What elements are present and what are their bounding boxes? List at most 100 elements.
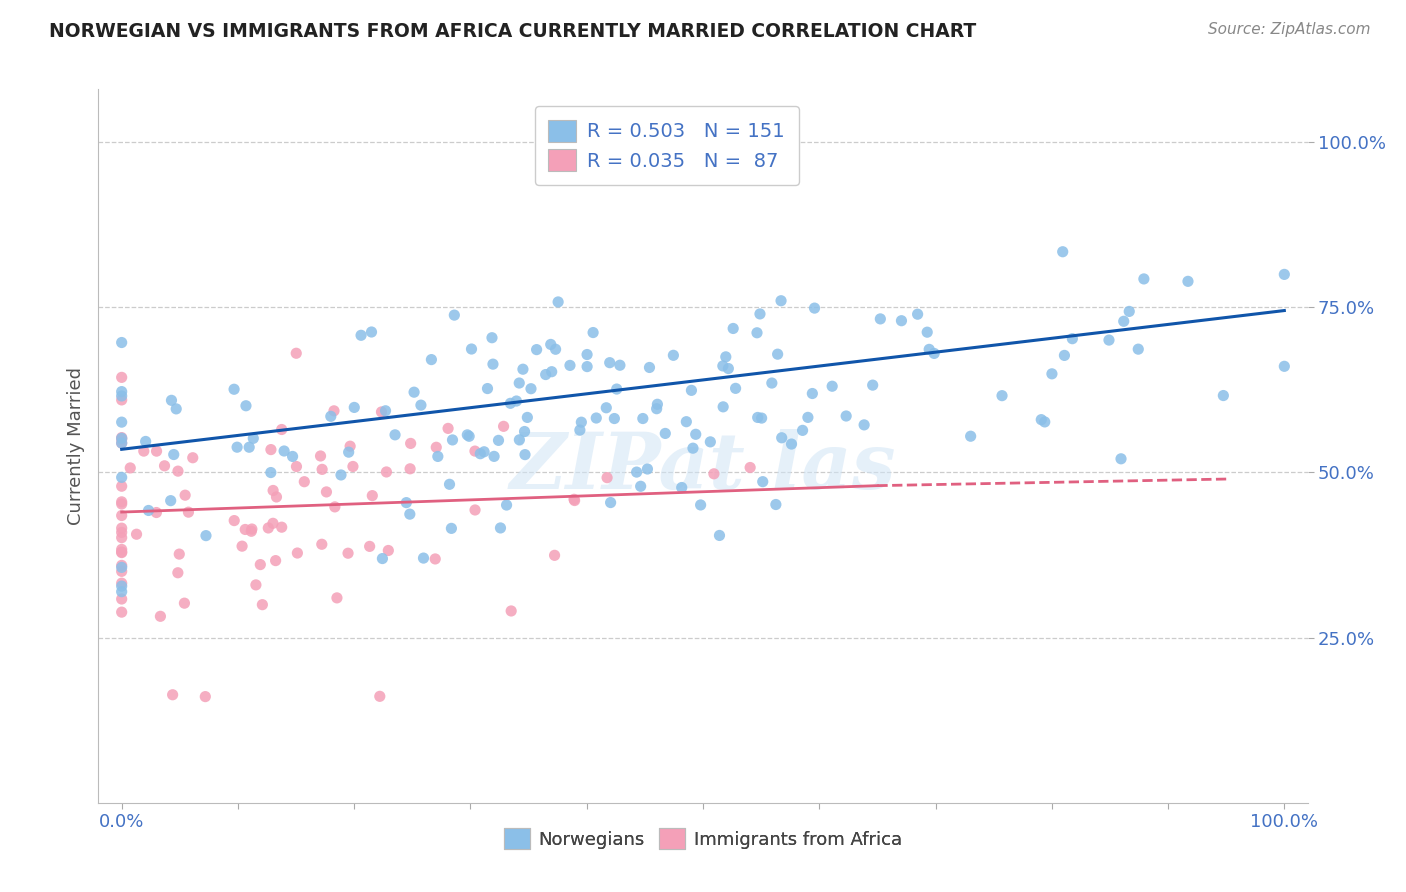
Point bbox=[412, 551, 434, 566]
Point bbox=[585, 411, 607, 425]
Point bbox=[398, 507, 420, 521]
Point bbox=[1031, 412, 1053, 426]
Point bbox=[569, 415, 592, 429]
Point bbox=[111, 584, 134, 599]
Point bbox=[167, 464, 190, 478]
Point bbox=[751, 411, 773, 425]
Point bbox=[323, 404, 346, 418]
Point bbox=[603, 411, 626, 425]
Point bbox=[315, 484, 337, 499]
Text: ZIPat las: ZIPat las bbox=[510, 429, 896, 506]
Point bbox=[343, 401, 366, 415]
Point bbox=[645, 401, 668, 416]
Point bbox=[337, 445, 360, 459]
Text: Source: ZipAtlas.com: Source: ZipAtlas.com bbox=[1208, 22, 1371, 37]
Point bbox=[224, 514, 246, 528]
Point bbox=[675, 415, 697, 429]
Text: NORWEGIAN VS IMMIGRANTS FROM AFRICA CURRENTLY MARRIED CORRELATION CHART: NORWEGIAN VS IMMIGRANTS FROM AFRICA CURR… bbox=[49, 22, 976, 41]
Point bbox=[512, 362, 534, 376]
Point bbox=[111, 436, 134, 450]
Point bbox=[508, 376, 530, 390]
Point bbox=[177, 505, 200, 519]
Point bbox=[145, 444, 167, 458]
Point bbox=[361, 489, 384, 503]
Point bbox=[342, 459, 364, 474]
Point bbox=[111, 415, 134, 429]
Point bbox=[437, 421, 460, 435]
Point bbox=[125, 527, 148, 541]
Point bbox=[420, 352, 443, 367]
Point bbox=[439, 477, 461, 491]
Point bbox=[330, 467, 353, 482]
Point bbox=[724, 381, 747, 395]
Point bbox=[233, 523, 256, 537]
Point bbox=[606, 382, 628, 396]
Point bbox=[907, 307, 929, 321]
Point bbox=[681, 384, 703, 398]
Point bbox=[513, 425, 536, 439]
Point bbox=[111, 432, 134, 446]
Point bbox=[482, 450, 505, 464]
Point bbox=[481, 331, 503, 345]
Point bbox=[287, 546, 309, 560]
Point bbox=[257, 521, 280, 535]
Point bbox=[319, 409, 342, 424]
Point bbox=[714, 350, 737, 364]
Point bbox=[516, 410, 538, 425]
Point bbox=[399, 462, 422, 476]
Point bbox=[270, 423, 292, 437]
Point bbox=[918, 343, 941, 357]
Point bbox=[240, 522, 263, 536]
Point bbox=[770, 293, 793, 308]
Point bbox=[111, 542, 134, 557]
Point bbox=[547, 295, 569, 310]
Point bbox=[384, 427, 406, 442]
Point bbox=[540, 337, 562, 351]
Point bbox=[564, 493, 586, 508]
Point bbox=[488, 434, 510, 448]
Point bbox=[740, 460, 762, 475]
Point bbox=[1212, 388, 1234, 402]
Point bbox=[576, 359, 599, 374]
Point bbox=[501, 604, 523, 618]
Point bbox=[111, 531, 134, 545]
Point bbox=[311, 462, 333, 476]
Point bbox=[194, 528, 217, 542]
Point bbox=[409, 398, 432, 412]
Point bbox=[370, 405, 392, 419]
Point bbox=[167, 566, 190, 580]
Point bbox=[1098, 333, 1121, 347]
Point bbox=[242, 431, 264, 445]
Point bbox=[576, 347, 599, 361]
Point bbox=[959, 429, 981, 443]
Point bbox=[803, 301, 825, 315]
Point bbox=[377, 543, 399, 558]
Point bbox=[662, 348, 685, 362]
Point bbox=[368, 690, 391, 704]
Point bbox=[292, 475, 315, 489]
Point bbox=[350, 328, 373, 343]
Point bbox=[111, 525, 134, 540]
Point bbox=[132, 444, 155, 458]
Point bbox=[991, 389, 1014, 403]
Point bbox=[499, 396, 522, 410]
Point bbox=[260, 466, 283, 480]
Point bbox=[915, 325, 938, 339]
Point bbox=[596, 470, 619, 484]
Point bbox=[1177, 274, 1199, 288]
Point bbox=[262, 483, 284, 498]
Point bbox=[703, 467, 725, 481]
Point bbox=[404, 385, 426, 400]
Point bbox=[717, 361, 740, 376]
Point bbox=[337, 546, 360, 560]
Point bbox=[111, 546, 134, 560]
Point bbox=[426, 450, 449, 464]
Point bbox=[160, 393, 183, 408]
Point bbox=[309, 449, 332, 463]
Point bbox=[399, 436, 422, 450]
Point bbox=[582, 326, 605, 340]
Point bbox=[165, 401, 187, 416]
Point bbox=[595, 401, 617, 415]
Point bbox=[135, 434, 157, 449]
Point bbox=[492, 419, 515, 434]
